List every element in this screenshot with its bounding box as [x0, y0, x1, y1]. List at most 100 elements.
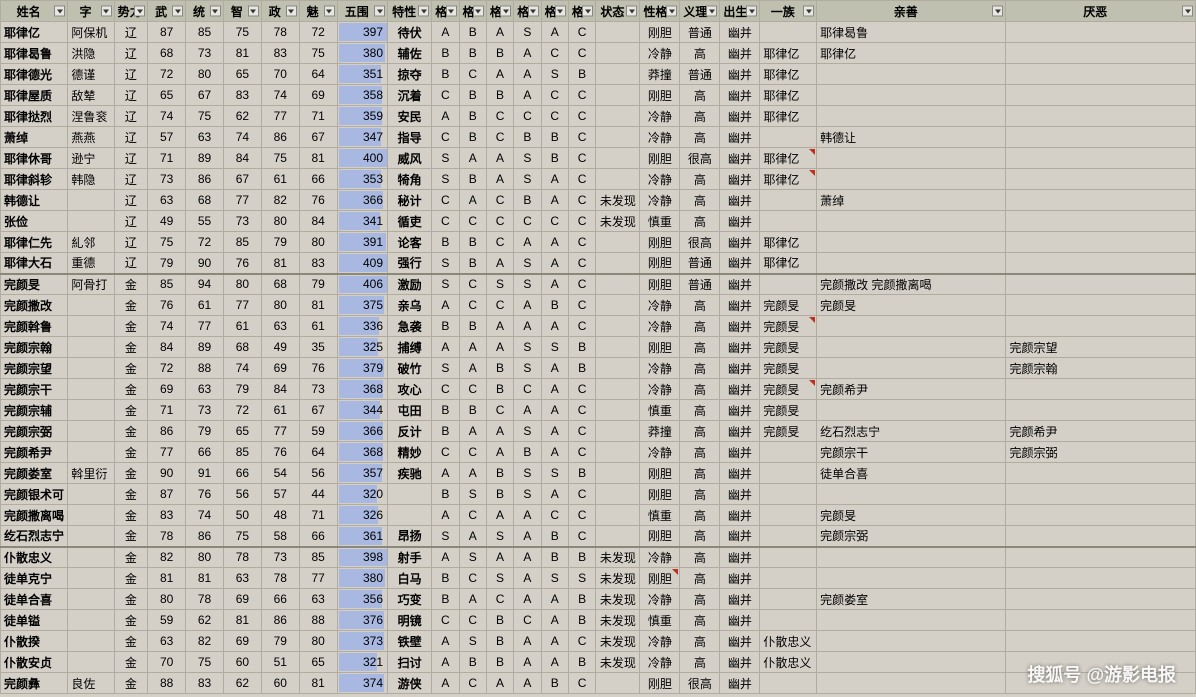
filter-arrow-icon[interactable] [746, 6, 757, 17]
table-row[interactable]: 萧绰燕燕辽5763748667347指导CBCBBC冷静高幽并韩德让 [1, 127, 1196, 148]
filter-arrow-icon[interactable] [134, 6, 145, 17]
cell-total: 351 [337, 64, 387, 85]
col-like[interactable]: 亲善 [817, 1, 1006, 22]
cell-name: 耶律大石 [1, 253, 68, 274]
table-row[interactable]: 耶律挞烈涅鲁衮辽7475627771359安民ABCCCC冷静高幽并耶律亿 [1, 106, 1196, 127]
table-row[interactable]: 完颜宗翰金8489684935325捕缚AAASSB刚胆高幽并完颜旻完颜宗望 [1, 337, 1196, 358]
filter-arrow-icon[interactable] [324, 6, 335, 17]
col-name[interactable]: 姓名 [1, 1, 68, 22]
cell-status [596, 505, 640, 526]
table-row[interactable]: 完颜旻阿骨打金8594806879406激励SCSSAC刚胆普通幽并完颜撒改 完… [1, 274, 1196, 295]
table-row[interactable]: 耶律屋质敌辇辽6567837469358沉着CBBACC刚胆高幽并耶律亿 [1, 85, 1196, 106]
table-row[interactable]: 徒单克宁金8181637877380白马BCSASS未发现刚胆高幽并 [1, 568, 1196, 589]
filter-arrow-icon[interactable] [210, 6, 221, 17]
col-hate[interactable]: 厌恶 [1006, 1, 1196, 22]
table-row[interactable]: 耶律休哥逊宁辽7189847581400威风SAASBC刚胆很高幽并耶律亿 [1, 148, 1196, 169]
col-pers[interactable]: 性格 [640, 1, 680, 22]
table-row[interactable]: 仆散安贞金7075605165321扫讨ABBAAB未发现冷静高幽并仆散忠义 [1, 652, 1196, 673]
filter-arrow-icon[interactable] [446, 6, 457, 17]
filter-arrow-icon[interactable] [626, 6, 637, 17]
cell-pers: 冷静 [640, 127, 680, 148]
table-row[interactable]: 完颜宗望金7288746976379破竹SABSAB冷静高幽并完颜旻完颜宗翰 [1, 358, 1196, 379]
table-row[interactable]: 徒单镒金5962818688376明镜CCBCAB未发现慎重高幽并 [1, 610, 1196, 631]
col-kin[interactable]: 一族 [760, 1, 817, 22]
table-row[interactable]: 完颜撒改金7661778081375亲乌ACCABC冷静高幽并完颜旻完颜旻 [1, 295, 1196, 316]
table-row[interactable]: 耶律大石重德辽7990768183409强行SBASAC刚胆普通幽并耶律亿 [1, 253, 1196, 274]
col-s2[interactable]: 统 [186, 1, 224, 22]
table-row[interactable]: 徒单合喜金8078696663356巧变BACAAB未发现冷静高幽并完颜娄室 [1, 589, 1196, 610]
cell-faction: 金 [114, 274, 148, 295]
table-row[interactable]: 完颜宗弼金8679657759366反计BAASAC莽撞高幽并完颜旻纥石烈志宁完… [1, 421, 1196, 442]
table-row[interactable]: 仆散揆金6382697980373铁壁ASBAAC未发现冷静高幽并仆散忠义 [1, 631, 1196, 652]
filter-arrow-icon[interactable] [286, 6, 297, 17]
filter-arrow-icon[interactable] [101, 6, 112, 17]
col-s1[interactable]: 武 [148, 1, 186, 22]
table-row[interactable]: 完颜斡鲁金7477616361336急袭BBAAAC冷静高幽并完颜旻 [1, 316, 1196, 337]
filter-arrow-icon[interactable] [555, 6, 566, 17]
col-g1[interactable]: 格 [432, 1, 459, 22]
table-row[interactable]: 完颜撒离喝金8374504871326ACAACC慎重高幽并完颜旻 [1, 505, 1196, 526]
col-status[interactable]: 状态 [596, 1, 640, 22]
filter-arrow-icon[interactable] [992, 6, 1003, 17]
filter-arrow-icon[interactable] [706, 6, 717, 17]
col-g6[interactable]: 格 [568, 1, 595, 22]
col-g3[interactable]: 格 [486, 1, 513, 22]
cell-g3: S [486, 568, 513, 589]
cell-g1: C [432, 442, 459, 463]
col-trait[interactable]: 特性 [388, 1, 432, 22]
table-row[interactable]: 耶律曷鲁洪隐辽6873818375380辅佐BBBACC冷静高幽并耶律亿耶律亿 [1, 43, 1196, 64]
cell-s2: 89 [186, 148, 224, 169]
cell-like: 完颜宗干 [817, 442, 1006, 463]
filter-arrow-icon[interactable] [803, 6, 814, 17]
col-faction[interactable]: 势力 [114, 1, 148, 22]
filter-arrow-icon[interactable] [172, 6, 183, 17]
table-row[interactable]: 耶律仁先糺邻辽7572857980391论客BBCAAC刚胆很高幽并耶律亿 [1, 232, 1196, 253]
table-row[interactable]: 耶律德光德谨辽7280657064351掠夺BCAASB莽撞普通幽并耶律亿 [1, 64, 1196, 85]
filter-arrow-icon[interactable] [500, 6, 511, 17]
table-row[interactable]: 韩德让辽6368778276366秘计CACBAC未发现冷静高幽并萧绰 [1, 190, 1196, 211]
table-row[interactable]: 完颜希尹金7766857664368精妙CCABAC冷静高幽并完颜宗干完颜宗弼 [1, 442, 1196, 463]
cell-s3: 85 [223, 442, 261, 463]
cell-g2: A [459, 337, 486, 358]
col-yi[interactable]: 义理 [680, 1, 720, 22]
cell-g2: A [459, 421, 486, 442]
table-row[interactable]: 完颜宗辅金7173726167344屯田BBCAAC慎重高幽并完颜旻 [1, 400, 1196, 421]
cell-trait: 急袭 [388, 316, 432, 337]
filter-arrow-icon[interactable] [1182, 6, 1193, 17]
col-s3[interactable]: 智 [223, 1, 261, 22]
col-g4[interactable]: 格 [514, 1, 541, 22]
table-row[interactable]: 完颜娄室斡里衍金9091665456357疾驰AABSSB刚胆高幽并徒单合喜 [1, 463, 1196, 484]
cell-s1: 80 [148, 589, 186, 610]
cell-status [596, 169, 640, 190]
cell-s3: 50 [223, 505, 261, 526]
col-zi[interactable]: 字 [68, 1, 114, 22]
col-birth[interactable]: 出生 [720, 1, 760, 22]
filter-arrow-icon[interactable] [374, 6, 385, 17]
col-g5[interactable]: 格 [541, 1, 568, 22]
cell-name: 张俭 [1, 211, 68, 232]
table-row[interactable]: 完颜宗干金6963798473368攻心CCBCAC冷静高幽并完颜旻完颜希尹 [1, 379, 1196, 400]
filter-arrow-icon[interactable] [248, 6, 259, 17]
filter-arrow-icon[interactable] [666, 6, 677, 17]
col-total[interactable]: 五围 [337, 1, 387, 22]
col-s5[interactable]: 魅 [299, 1, 337, 22]
filter-arrow-icon[interactable] [582, 6, 593, 17]
filter-arrow-icon[interactable] [473, 6, 484, 17]
table-row[interactable]: 耶律亿阿保机辽8785757872397待伏ABASAC刚胆普通幽并耶律曷鲁 [1, 22, 1196, 43]
col-g2[interactable]: 格 [459, 1, 486, 22]
table-row[interactable]: 耶律斜轸韩隐辽7386676166353犄角SBASAC冷静高幽并耶律亿 [1, 169, 1196, 190]
cell-s1: 86 [148, 421, 186, 442]
filter-arrow-icon[interactable] [528, 6, 539, 17]
filter-arrow-icon[interactable] [54, 6, 65, 17]
table-row[interactable]: 仆散忠义金8280787385398射手ASAABB未发现冷静高幽并 [1, 547, 1196, 568]
table-row[interactable]: 完颜银术可金8776565744320BSBSAC刚胆高幽并 [1, 484, 1196, 505]
cell-yi: 高 [680, 442, 720, 463]
data-grid[interactable]: 姓名字势力武统智政魅五围特性格格格格格格状态性格义理出生一族亲善厌恶 耶律亿阿保… [0, 0, 1196, 694]
table-row[interactable]: 张俭辽4955738084341循吏CCCCCC未发现慎重高幽并 [1, 211, 1196, 232]
table-row[interactable]: 纥石烈志宁金7886755866361昂扬SASABC刚胆高幽并完颜宗弼 [1, 526, 1196, 547]
cell-s2: 81 [186, 568, 224, 589]
col-s4[interactable]: 政 [261, 1, 299, 22]
filter-arrow-icon[interactable] [418, 6, 429, 17]
table-row[interactable]: 完颜彝良佐金8883626081374游侠ACAABC刚胆很高幽并 [1, 673, 1196, 694]
cell-yi: 普通 [680, 274, 720, 295]
